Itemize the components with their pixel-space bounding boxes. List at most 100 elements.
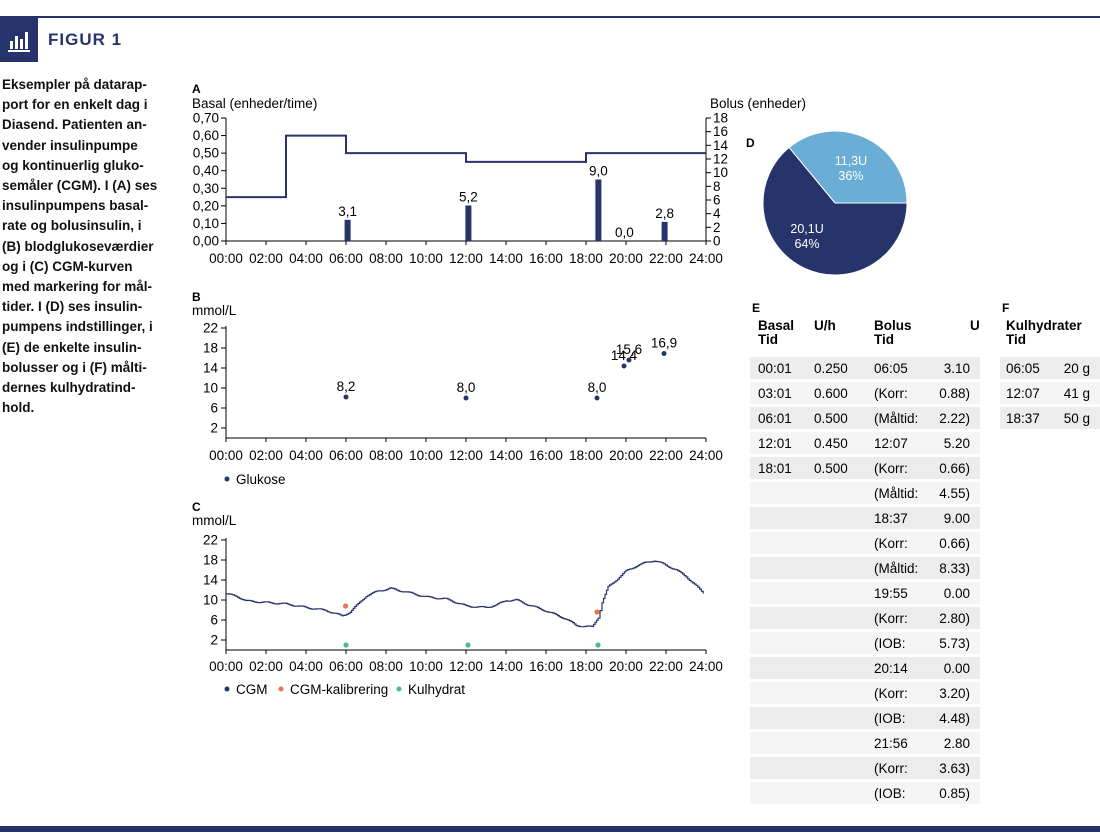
panel-a-bolus-bar (661, 221, 668, 241)
panel-c-legend-label: Kulhydrat (408, 682, 465, 697)
panel-e-row-bg (750, 407, 980, 429)
panel-a-x-tick-label: 12:00 (449, 251, 483, 266)
panel-e-cell: (Måltid: (874, 411, 918, 426)
panel-a-x-tick-label: 18:00 (569, 251, 603, 266)
panel-f-header-label: Tid (1006, 332, 1026, 347)
panel-c-legend-marker (396, 686, 402, 692)
panel-c-x-tick-label: 18:00 (569, 659, 603, 674)
panel-f-cell: 50 g (1064, 411, 1090, 426)
panel-f-cell: 12:07 (1006, 386, 1040, 401)
panel-a-right-axis-label: Bolus (enheder) (710, 96, 806, 111)
panel-b-x-tick-label: 14:00 (489, 448, 523, 463)
panel-e-cell: 8.33) (939, 561, 970, 576)
panel-e-cell: (Korr: (874, 761, 908, 776)
panel-a-left-tick-label: 0,70 (193, 111, 219, 126)
panel-a-basal-line (226, 134, 706, 199)
panel-e-cell: (IOB: (874, 711, 906, 726)
panel-c-legend-marker (224, 686, 230, 692)
panel-b-y-tick-label: 22 (203, 321, 218, 336)
panel-e-cell: 0.00 (944, 586, 970, 601)
panel-c-legend-label: CGM (236, 682, 268, 697)
panel-a-right-tick-label: 12 (713, 152, 728, 167)
panel-b-y-tick-label: 6 (210, 401, 218, 416)
panel-e-cell: (IOB: (874, 786, 906, 801)
panel-c-y-tick-label: 6 (210, 613, 218, 628)
panel-a-right-tick-label: 10 (713, 165, 728, 180)
panel-e-cell: (Korr: (874, 611, 908, 626)
figure-caption: Eksempler på datarap- port for en enkelt… (2, 77, 158, 416)
panel-f-row-bg (1000, 382, 1100, 404)
panel-c-x-tick-label: 14:00 (489, 659, 523, 674)
panel-b-label: B (192, 290, 201, 304)
panel-e-header-label: U (970, 318, 980, 333)
panel-e-cell: 2.80) (939, 611, 970, 626)
panel-b-x-tick-label: 24:00 (689, 448, 723, 463)
panel-e-cell: 20:14 (874, 661, 908, 676)
panel-b-glucose-point (463, 395, 469, 401)
panel-c-y-tick-label: 22 (203, 533, 218, 548)
panel-c-x-tick-label: 06:00 (329, 659, 363, 674)
panel-e-cell: (Korr: (874, 686, 908, 701)
panel-e-cell: 18:37 (874, 511, 908, 526)
panel-c-cgm-line (226, 560, 704, 628)
panel-f-row-bg (1000, 407, 1100, 429)
bar-chart-icon (8, 32, 30, 52)
panel-a-right-tick-label: 6 (713, 193, 721, 208)
panel-a-x-tick-label: 00:00 (209, 251, 243, 266)
panel-e-cell: 00:01 (758, 361, 792, 376)
panel-b-point-label: 16,9 (651, 336, 677, 351)
panel-a-label: A (192, 82, 201, 96)
panel-e-cell: 5.73) (939, 636, 970, 651)
panel-a-left-tick-label: 0,40 (193, 163, 219, 178)
panel-e-panel-label: E (752, 301, 760, 315)
panel-e-row-bg (750, 507, 980, 529)
panel-a-right-tick-label: 8 (713, 179, 721, 194)
panel-c-y-tick-label: 10 (203, 593, 218, 608)
panel-e-cell: 2.80 (944, 736, 970, 751)
panel-e-cell: 4.55) (939, 486, 970, 501)
panel-e-cell: 06:05 (874, 361, 908, 376)
panel-b-y-axis-label: mmol/L (192, 303, 237, 318)
panel-e-cell: 21:56 (874, 736, 908, 751)
panel-a-bolus-label: 3,1 (338, 204, 357, 219)
panel-e-cell: 0.85) (939, 786, 970, 801)
panel-d-pie-slice (788, 130, 908, 204)
panel-e-header-label: Bolus (874, 318, 912, 333)
panel-a-x-tick-label: 14:00 (489, 251, 523, 266)
panel-e-cell: (Korr: (874, 536, 908, 551)
panel-c-x-tick-label: 00:00 (209, 659, 243, 674)
top-rule (0, 16, 1100, 18)
panel-e-cell: 06:01 (758, 411, 792, 426)
panel-f-cell: 20 g (1064, 361, 1090, 376)
panel-b-point-label: 8,2 (337, 379, 356, 394)
panel-a-left-tick-label: 0,50 (193, 146, 219, 161)
panel-e-cell: 2.22) (939, 411, 970, 426)
panel-e-row-bg (750, 757, 980, 779)
bottom-rule (0, 826, 1100, 832)
panel-f-panel-label: F (1002, 301, 1009, 315)
panel-f-cell: 41 g (1064, 386, 1090, 401)
panel-e-row-bg (750, 707, 980, 729)
panel-b-point-label: 8,0 (588, 380, 607, 395)
panel-a-x-tick-label: 02:00 (249, 251, 283, 266)
panel-b-point-label: 8,0 (457, 380, 476, 395)
panel-a-bolus-bar (595, 179, 602, 241)
panel-b-y-tick-label: 2 (210, 421, 218, 436)
panel-c-calibration-point (594, 609, 600, 615)
panel-e-row-bg (750, 582, 980, 604)
panel-c-y-tick-label: 2 (210, 633, 218, 648)
panel-a-bolus-label: 9,0 (589, 164, 608, 179)
panel-a-right-tick-label: 14 (713, 138, 729, 153)
panel-e-row-bg (750, 382, 980, 404)
panel-e-cell: 3.63) (939, 761, 970, 776)
panel-a-left-axis-label: Basal (enheder/time) (192, 96, 317, 111)
panel-e-row-bg (750, 357, 980, 379)
panel-b-x-tick-label: 18:00 (569, 448, 603, 463)
panel-e-cell: 18:01 (758, 461, 792, 476)
panel-e-cell: 5.20 (944, 436, 970, 451)
panel-e-cell: 4.48) (939, 711, 970, 726)
panel-a-left-tick-label: 0,10 (193, 216, 219, 231)
panel-e-cell: 0.66) (939, 536, 970, 551)
panel-e-cell: 0.500 (814, 461, 848, 476)
panel-d-pie-slice (762, 146, 908, 276)
